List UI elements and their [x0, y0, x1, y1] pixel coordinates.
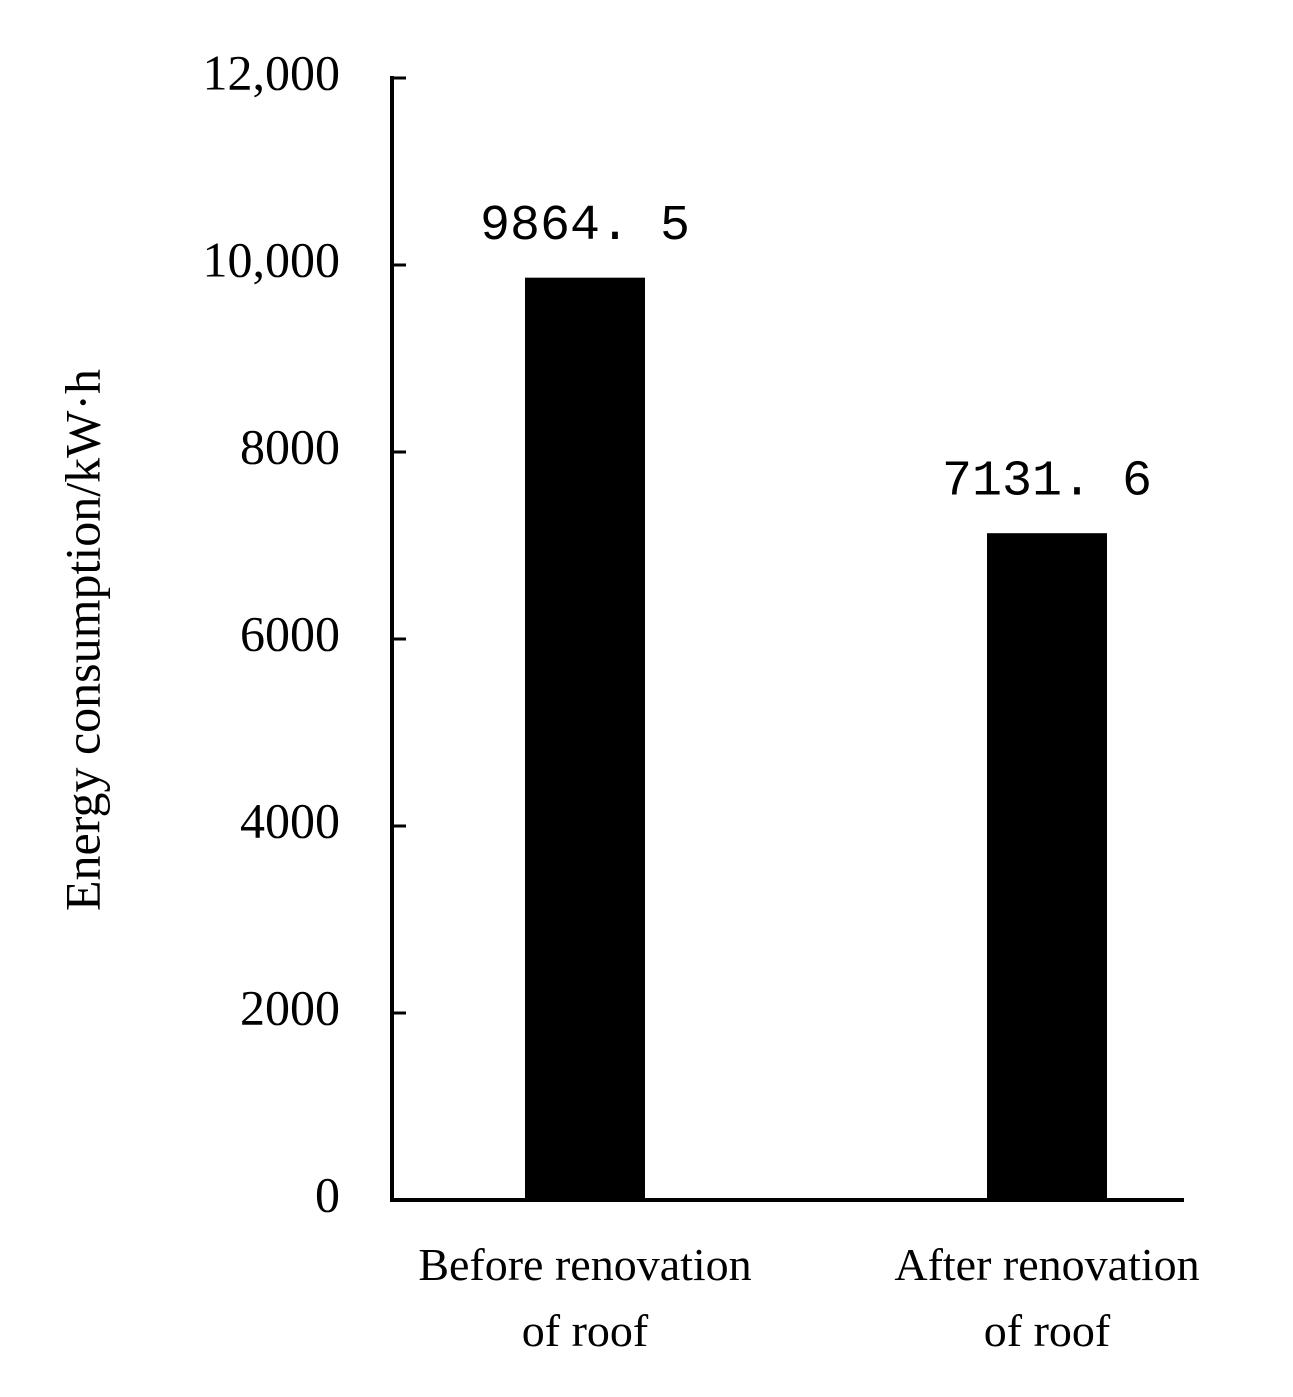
x-tick-label: After renovation of roof [894, 1239, 1200, 1356]
y-tick-label: 12,000 [203, 44, 341, 100]
value-label: 9864. 5 [480, 198, 690, 255]
y-tick-label: 0 [315, 1166, 340, 1222]
y-tick-label: 8000 [240, 418, 340, 474]
y-tick-label: 10,000 [203, 231, 341, 287]
y-tick-label: 4000 [240, 792, 340, 848]
y-axis-label: Energy consumption/kW·h [54, 369, 110, 911]
y-tick-label: 2000 [240, 979, 340, 1035]
bar [987, 533, 1107, 1200]
y-tick-label: 6000 [240, 605, 340, 661]
bar [525, 277, 645, 1200]
x-tick-label: Before renovation of roof [418, 1239, 752, 1356]
value-label: 7131. 6 [942, 453, 1152, 510]
